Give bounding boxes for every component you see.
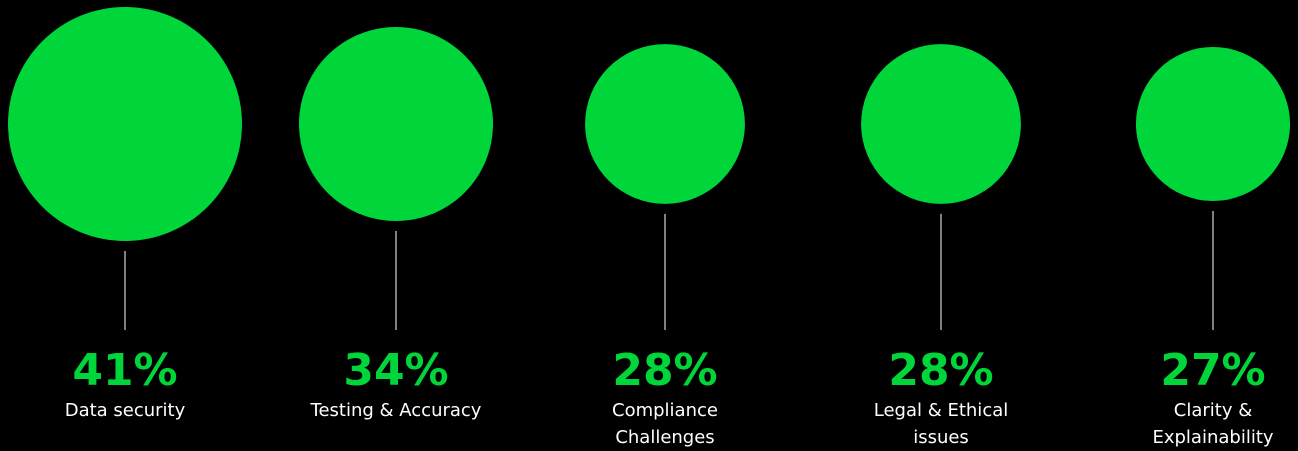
category-label: Data security: [65, 400, 186, 421]
bubble: [585, 44, 745, 204]
category-label: Explainability: [1152, 427, 1273, 448]
bubble-group-2: 34% Testing & Accuracy: [298, 26, 494, 421]
category-label: Clarity &: [1174, 400, 1252, 421]
value-label: 41%: [72, 345, 177, 396]
value-label: 34%: [343, 345, 448, 396]
value-label: 28%: [612, 345, 717, 396]
bubble-group-1: 41% Data security: [8, 7, 242, 421]
category-label: Testing & Accuracy: [310, 400, 482, 421]
category-label: issues: [913, 427, 969, 448]
bubble-group-4: 28% Legal & Ethical issues: [861, 44, 1021, 448]
value-label: 28%: [888, 345, 993, 396]
bubble-group-5: 27% Clarity & Explainability: [1135, 46, 1291, 448]
bubble: [1135, 46, 1291, 202]
bubble: [298, 26, 494, 222]
category-label: Compliance: [612, 400, 718, 421]
value-label: 27%: [1160, 345, 1265, 396]
category-label: Challenges: [615, 427, 714, 448]
bubble-group-3: 28% Compliance Challenges: [585, 44, 745, 448]
category-label: Legal & Ethical: [874, 400, 1009, 421]
bubble: [8, 7, 242, 241]
bubble: [861, 44, 1021, 204]
